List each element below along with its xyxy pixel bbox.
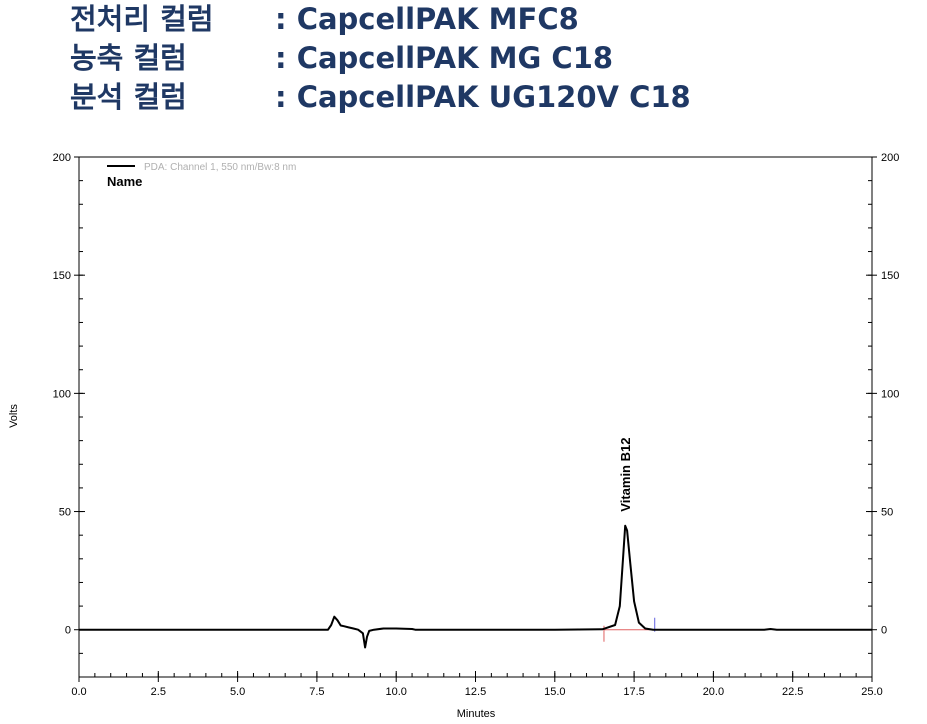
header-line-pretreatment-column: 전처리 컬럼 : CapcellPAK MFC8 bbox=[70, 0, 920, 39]
y-tick-label-left: 50 bbox=[59, 507, 71, 519]
analytical-column-label: 분석 컬럼 bbox=[70, 80, 187, 114]
y-tick-label-left: 200 bbox=[53, 152, 71, 164]
legend: PDA: Channel 1, 550 nm/Bw:8 nm Name bbox=[107, 162, 296, 189]
x-tick-label: 20.0 bbox=[703, 686, 724, 698]
peak-label: Vitamin B12 bbox=[618, 438, 633, 512]
legend-series-label: PDA: Channel 1, 550 nm/Bw:8 nm bbox=[144, 162, 296, 173]
header-line-analytical-column: 분석 컬럼 : CapcellPAK UG120V C18 bbox=[70, 78, 920, 117]
x-tick-label: 15.0 bbox=[544, 686, 565, 698]
pretreatment-column-label: 전처리 컬럼 bbox=[70, 2, 214, 36]
x-tick-label: 5.0 bbox=[230, 686, 245, 698]
x-tick-label: 7.5 bbox=[309, 686, 324, 698]
x-tick-label: 12.5 bbox=[465, 686, 486, 698]
x-tick-label: 25.0 bbox=[861, 686, 882, 698]
legend-header-label: Name bbox=[107, 174, 142, 189]
header-line-concentration-column: 농축 컬럼 : CapcellPAK MG C18 bbox=[70, 39, 920, 78]
x-tick-label: 2.5 bbox=[151, 686, 166, 698]
concentration-column-value: : CapcellPAK MG C18 bbox=[275, 41, 614, 75]
y-tick-label-left: 0 bbox=[65, 625, 71, 637]
y-tick-label-right: 0 bbox=[881, 625, 887, 637]
analytical-column-value: : CapcellPAK UG120V C18 bbox=[275, 80, 691, 114]
x-tick-label: 22.5 bbox=[782, 686, 803, 698]
y-tick-label-right: 50 bbox=[881, 507, 893, 519]
series-line-0 bbox=[79, 524, 872, 649]
y-axis-left: 0 50 100 150 200 bbox=[53, 152, 85, 678]
y-tick-label-right: 150 bbox=[881, 270, 899, 282]
plot-border bbox=[78, 156, 873, 678]
series-group bbox=[79, 524, 872, 649]
y-axis-right: 0 50 100 150 200 bbox=[866, 152, 899, 678]
x-tick-label: 0.0 bbox=[71, 686, 86, 698]
plot-frame bbox=[78, 156, 873, 678]
y-tick-label-left: 100 bbox=[53, 388, 71, 400]
x-tick-label: 10.0 bbox=[385, 686, 406, 698]
y-tick-label-left: 150 bbox=[53, 270, 71, 282]
x-axis-label: Minutes bbox=[457, 708, 496, 720]
x-tick-label: 17.5 bbox=[623, 686, 644, 698]
y-tick-label-right: 100 bbox=[881, 388, 899, 400]
y-tick-label-right: 200 bbox=[881, 152, 899, 164]
pretreatment-column-value: : CapcellPAK MFC8 bbox=[275, 2, 579, 36]
y-axis-label: Volts bbox=[8, 404, 20, 428]
concentration-column-label: 농축 컬럼 bbox=[70, 41, 187, 75]
x-axis: 0.0 2.5 5.0 7.5 10.0 12.5 15.0 17.5 20.0 22.5 25.0 bbox=[71, 671, 883, 698]
column-info-header: 전처리 컬럼 : CapcellPAK MFC8 농축 컬럼 : CapcellPA… bbox=[70, 0, 920, 117]
